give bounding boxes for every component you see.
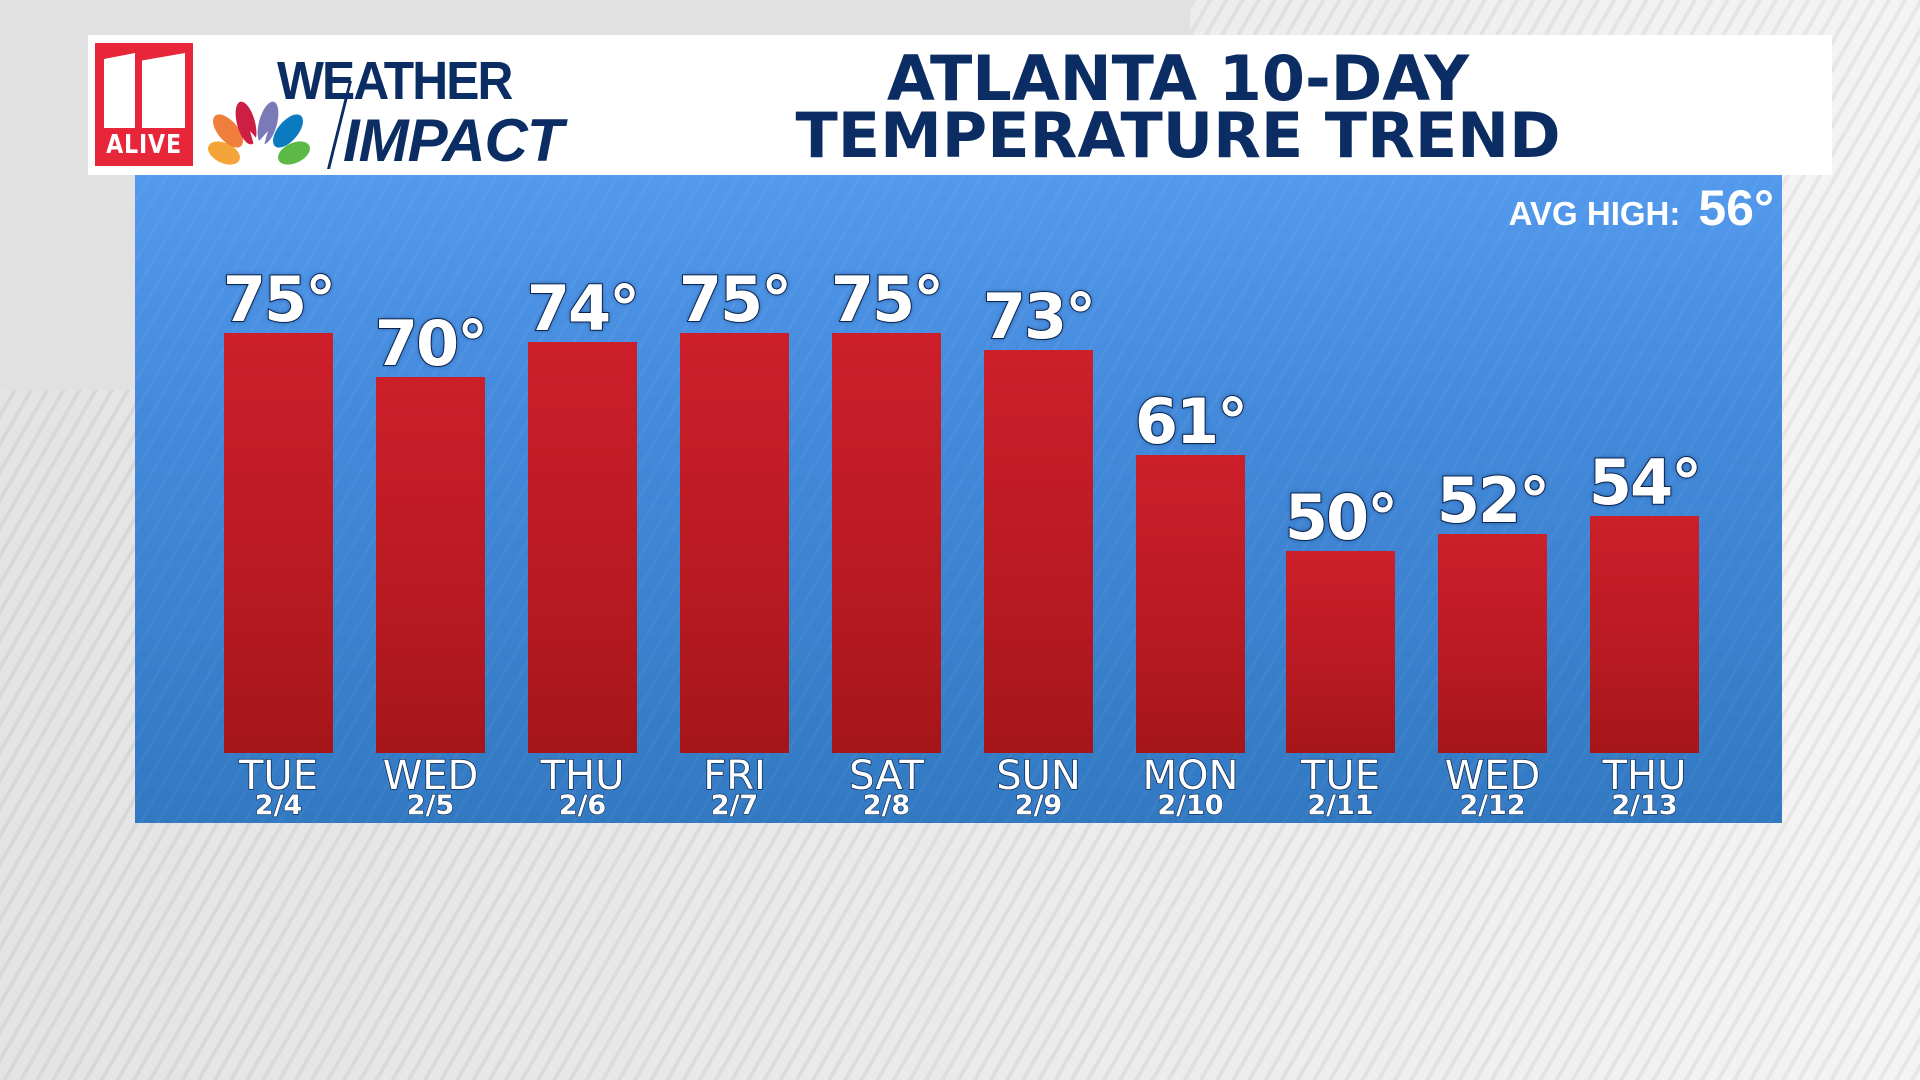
date-label: 2/13: [1611, 790, 1678, 821]
brand-impact-text: IMPACT: [343, 107, 564, 174]
logo-bar-right-icon: [142, 53, 185, 128]
date-label: 2/6: [558, 790, 607, 821]
avg-high: AVG HIGH: 56°: [1509, 179, 1774, 237]
avg-high-value: 56°: [1698, 180, 1774, 236]
date-label: 2/10: [1157, 790, 1224, 821]
date-label: 2/7: [710, 790, 759, 821]
date-label: 2/8: [862, 790, 911, 821]
date-label: 2/12: [1459, 790, 1526, 821]
day-label: WED: [382, 753, 479, 799]
page-title-line2: TEMPERATURE TREND: [795, 99, 1561, 172]
chart-panel: AVG HIGH: 56° 75° TUE 2/4 70° WED 2/5 74…: [135, 175, 1782, 823]
temp-label: 75°: [678, 263, 793, 336]
nbc-peacock-icon: [208, 101, 310, 165]
temp-label: 73°: [982, 280, 1097, 354]
logo-alive-text: ALIVE: [106, 130, 182, 160]
temp-label: 54°: [1588, 446, 1703, 520]
day-label: MON: [1142, 753, 1239, 799]
temp-bar: [832, 333, 941, 753]
temp-bar: [224, 333, 333, 753]
11-alive-logo: ALIVE: [95, 43, 193, 166]
day-label: SUN: [995, 753, 1081, 799]
temp-label: 70°: [374, 306, 489, 380]
temp-bar: [376, 376, 485, 753]
page-title-line1: ATLANTA 10-DAY: [886, 42, 1470, 115]
temp-bar: [680, 333, 789, 753]
temp-bar: [984, 350, 1093, 753]
temp-bar: [1136, 455, 1245, 753]
temp-bar: [1590, 516, 1699, 753]
date-label: 2/4: [254, 790, 303, 821]
avg-high-label: AVG HIGH:: [1508, 195, 1681, 232]
temp-label: 75°: [222, 263, 337, 336]
temp-label: 75°: [830, 263, 945, 336]
day-label: SAT: [848, 753, 924, 799]
header-banner: ALIVE WEATHER IMPACT ATLANTA 10-DAY TEMP…: [88, 35, 1832, 175]
temp-label: 61°: [1134, 385, 1249, 459]
day-label: THU: [540, 753, 625, 799]
day-label: TUE: [1300, 753, 1380, 799]
date-label: 2/9: [1014, 790, 1063, 821]
temp-label: 52°: [1436, 463, 1551, 537]
logo-bar-left-icon: [104, 53, 135, 128]
temp-bar: [1286, 551, 1395, 753]
temp-label: 50°: [1284, 481, 1399, 554]
brand-weather-text: WEATHER: [277, 51, 513, 111]
temp-bar: [528, 341, 637, 753]
date-label: 2/11: [1307, 790, 1374, 821]
temp-bar: [1438, 533, 1547, 753]
day-label: FRI: [702, 753, 766, 799]
day-label: THU: [1602, 753, 1687, 799]
day-label: TUE: [238, 753, 318, 799]
date-label: 2/5: [406, 790, 455, 821]
day-label: WED: [1444, 753, 1541, 799]
temp-label: 74°: [526, 271, 641, 345]
